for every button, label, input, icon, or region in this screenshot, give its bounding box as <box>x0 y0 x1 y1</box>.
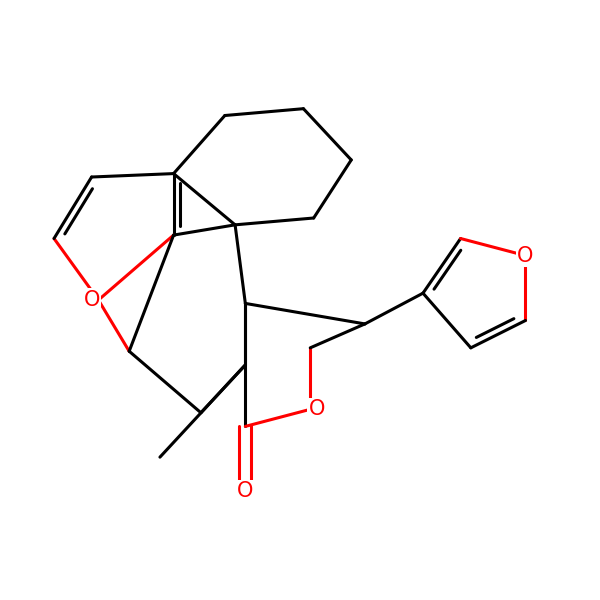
Text: O: O <box>83 290 100 310</box>
Text: O: O <box>237 481 254 502</box>
Text: O: O <box>309 400 325 419</box>
Text: O: O <box>517 245 533 266</box>
